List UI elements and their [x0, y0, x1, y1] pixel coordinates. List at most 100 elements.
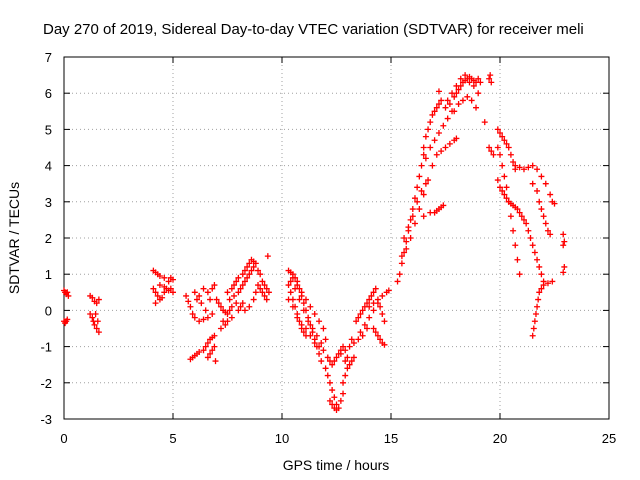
data-point [340, 379, 347, 386]
data-point [427, 144, 434, 151]
data-point [538, 285, 545, 292]
data-point [329, 387, 336, 394]
data-point [259, 289, 266, 296]
y-tick-label: 1 [45, 267, 52, 282]
y-tick-label: 7 [45, 50, 52, 65]
data-point [355, 314, 362, 321]
data-point [538, 206, 545, 213]
data-point [263, 285, 270, 292]
data-point [359, 307, 366, 314]
data-point [435, 88, 442, 95]
data-point [202, 343, 209, 350]
data-point [91, 321, 98, 328]
data-point [401, 249, 408, 256]
data-point [355, 336, 362, 343]
data-point [300, 329, 307, 336]
data-point [529, 242, 536, 249]
data-point [420, 213, 427, 220]
data-point [95, 296, 102, 303]
data-point [420, 191, 427, 198]
data-point [287, 278, 294, 285]
data-point [209, 311, 216, 318]
data-point [212, 358, 219, 365]
data-point [372, 285, 379, 292]
data-point [263, 296, 270, 303]
data-point [213, 296, 220, 303]
data-point [449, 90, 456, 97]
data-point [191, 289, 198, 296]
data-point [499, 162, 506, 169]
data-point [211, 332, 218, 339]
data-point [357, 329, 364, 336]
data-point [494, 126, 501, 133]
data-point [481, 119, 488, 126]
data-point [329, 361, 336, 368]
data-point [318, 339, 325, 346]
data-point [468, 97, 475, 104]
data-point [536, 263, 543, 270]
data-point [529, 332, 536, 339]
data-point [370, 307, 377, 314]
data-point [499, 187, 506, 194]
data-point [241, 278, 248, 285]
data-point [235, 289, 242, 296]
data-point [324, 354, 331, 361]
data-point [222, 321, 229, 328]
data-point [228, 314, 235, 321]
data-point [152, 289, 159, 296]
data-points [61, 72, 568, 413]
data-point [377, 336, 384, 343]
data-point [523, 220, 530, 227]
data-point [289, 274, 296, 281]
data-point [202, 307, 209, 314]
data-point [453, 82, 460, 89]
data-point [364, 325, 371, 332]
data-point [224, 289, 231, 296]
data-point [507, 151, 514, 158]
data-point [204, 289, 211, 296]
data-point [264, 253, 271, 260]
data-point [183, 292, 190, 299]
data-point [170, 276, 176, 283]
data-point [486, 144, 493, 151]
data-point [93, 300, 100, 307]
data-point [366, 296, 373, 303]
data-point [416, 173, 423, 180]
data-point [316, 350, 323, 357]
data-point [459, 97, 466, 104]
data-point [350, 339, 357, 346]
data-point [503, 195, 510, 202]
data-point [211, 343, 218, 350]
data-point [261, 292, 268, 299]
data-point [444, 115, 451, 122]
data-point [359, 332, 366, 339]
data-point [547, 191, 554, 198]
data-point [530, 325, 537, 332]
data-point [529, 180, 536, 187]
tick-marks [63, 56, 610, 420]
data-point [248, 267, 255, 274]
data-point [64, 289, 71, 296]
data-point [344, 365, 351, 372]
data-point [540, 213, 547, 220]
data-point [538, 173, 545, 180]
data-point [326, 397, 333, 404]
data-point [366, 303, 373, 310]
data-point [540, 282, 547, 289]
data-point [442, 104, 449, 111]
data-point [237, 303, 244, 310]
data-point [259, 278, 266, 285]
data-point [296, 318, 303, 325]
data-point [307, 332, 314, 339]
data-point [89, 314, 96, 321]
data-point [265, 289, 272, 296]
y-tick-label: 5 [45, 122, 52, 137]
data-point [488, 148, 495, 155]
data-point [525, 227, 532, 234]
data-point [196, 292, 203, 299]
data-point [407, 235, 414, 241]
data-point [475, 75, 482, 82]
data-point [494, 144, 501, 151]
x-axis-label: GPS time / hours [283, 457, 390, 473]
